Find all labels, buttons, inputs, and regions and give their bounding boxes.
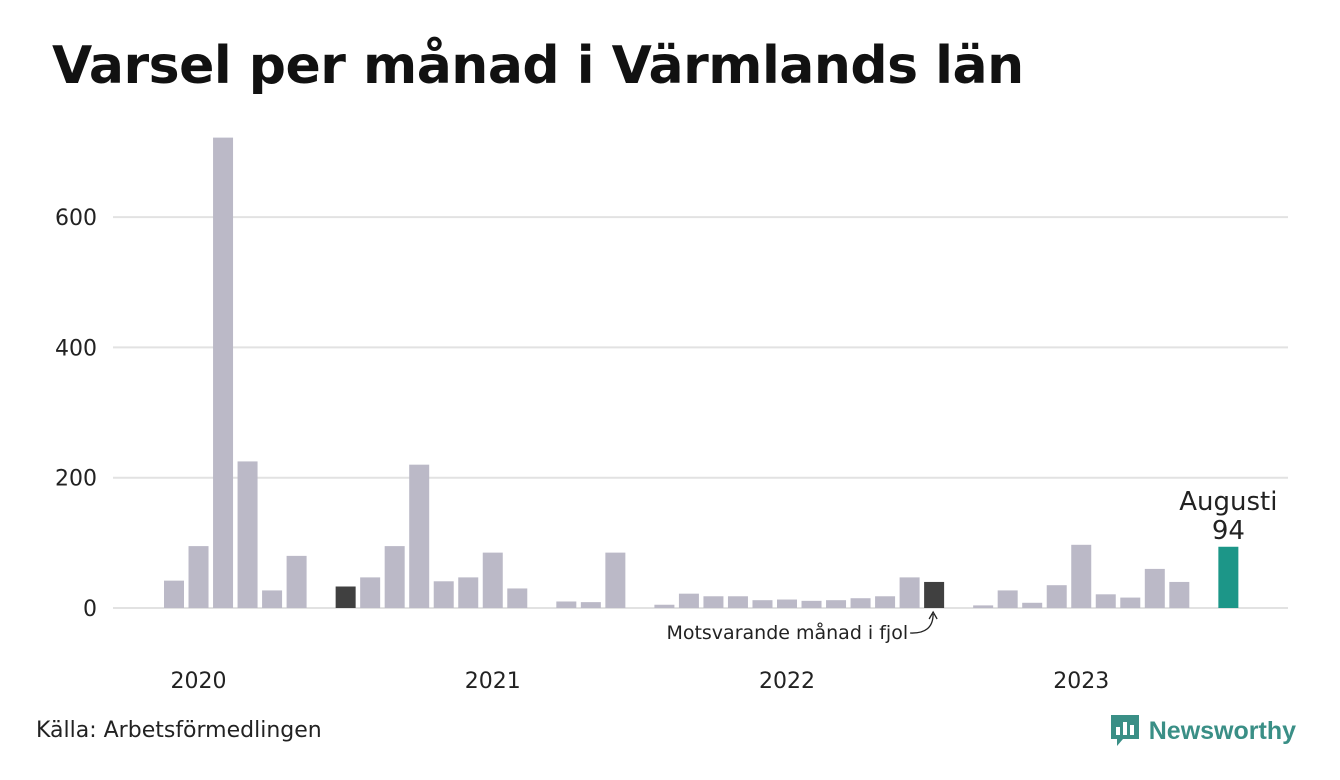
bar [899,577,920,608]
bar [188,546,209,608]
bar [801,600,822,608]
bar [237,461,258,608]
bar [556,601,577,608]
x-tick-label: 2020 [171,669,227,694]
bar [605,552,626,608]
bar [1095,594,1116,608]
bar [1144,568,1165,608]
y-tick-label: 0 [83,597,97,622]
bar [507,588,528,608]
bar [973,605,994,608]
arrow-head [928,610,938,620]
brand-logo[interactable]: Newsworthy [1109,713,1296,749]
y-tick-label: 200 [55,467,97,492]
highlight-month-label: Augusti [1179,487,1277,517]
bar [727,596,748,608]
bar [458,577,479,608]
bar [1046,585,1067,608]
bar [1169,581,1190,608]
bar [777,599,797,608]
y-axis: 0 200 400 600 [55,206,97,622]
x-tick-label: 2021 [465,669,521,694]
bar [482,552,503,608]
bar [360,577,381,608]
comparison-annotation: Motsvarande månad i fjol [666,621,908,644]
bar [752,600,773,608]
bar [1218,546,1239,608]
bar [384,546,405,608]
bar [826,600,847,608]
bar [875,596,896,608]
bar [433,581,454,608]
bar [580,602,601,608]
source-note: Källa: Arbetsförmedlingen [36,718,322,743]
bar [409,464,430,608]
y-tick-label: 600 [55,206,97,231]
brand-name: Newsworthy [1148,716,1296,745]
bar [997,590,1018,608]
x-axis: 2020 2021 2022 2023 [171,669,1110,694]
bar [924,581,945,608]
bar [335,586,356,608]
x-tick-label: 2023 [1053,669,1109,694]
x-tick-label: 2022 [759,669,815,694]
bar [1022,602,1043,608]
y-tick-label: 400 [55,336,97,361]
grid-lines [113,216,1288,609]
bars [164,137,1239,608]
highlight-value-label: 94 [1212,516,1245,546]
bar [654,604,675,608]
bar [1071,544,1092,608]
bar [703,596,724,608]
bar [213,137,234,608]
chart-title: Varsel per månad i Värmlands län [52,36,1024,96]
bar [164,580,184,608]
bar [1120,597,1141,608]
bar [678,593,699,608]
annotation-arrow [910,613,934,634]
bar [262,590,283,608]
bar [850,598,871,608]
bar [286,555,307,608]
newsworthy-logo-icon [1110,715,1139,746]
